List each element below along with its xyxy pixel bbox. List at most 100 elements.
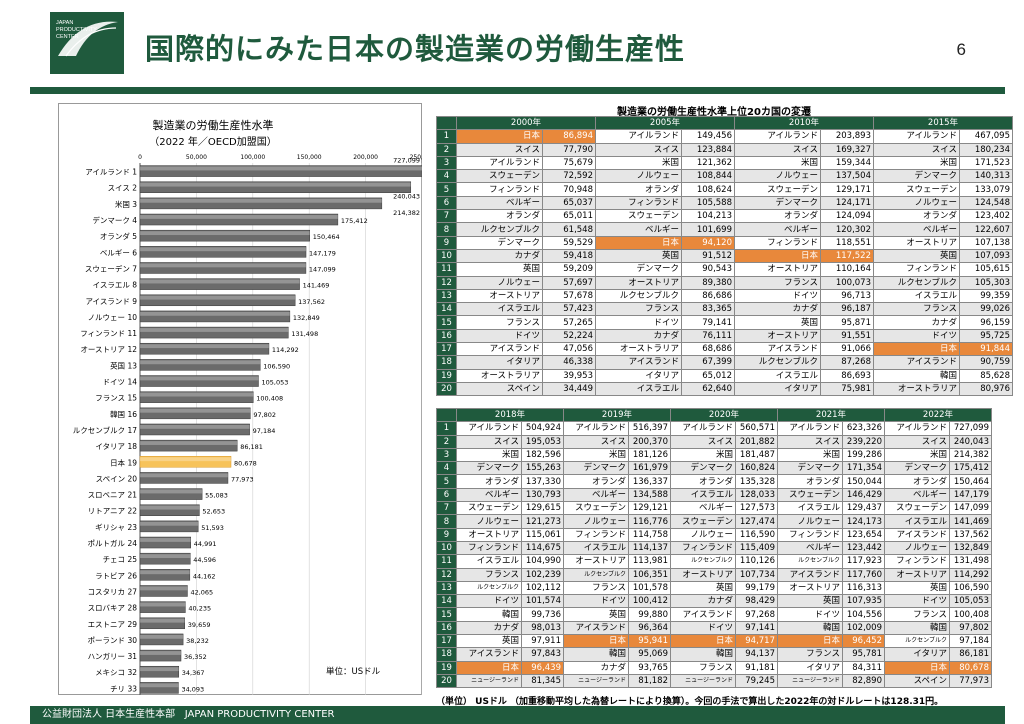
country-cell: 韓国 <box>884 620 950 636</box>
value-cell: 110,164 <box>820 262 874 277</box>
value-cell: 72,592 <box>542 169 596 184</box>
value-cell: 114,292 <box>949 567 992 582</box>
country-cell: オーストラリア <box>595 342 682 357</box>
rank-cell: 1 <box>436 129 457 144</box>
country-cell: 米国 <box>456 447 522 463</box>
value-cell: 115,409 <box>735 540 778 556</box>
value-cell: 95,069 <box>628 647 671 662</box>
bar <box>139 472 229 484</box>
country-cell: アイルランド <box>884 421 950 436</box>
bar <box>139 649 182 662</box>
bar <box>139 213 339 226</box>
value-cell: 107,093 <box>959 248 1013 264</box>
country-cell: ノルウェー <box>456 514 522 529</box>
value-cell: 150,044 <box>842 474 885 489</box>
value-cell: 129,437 <box>842 501 885 516</box>
country-cell: アイルランド <box>456 155 543 171</box>
country-cell: アイスランド <box>456 647 522 662</box>
value-cell: 99,026 <box>959 302 1013 317</box>
rank-cell: 12 <box>436 567 457 582</box>
value-cell: 39,953 <box>542 368 596 383</box>
country-cell: デンマーク <box>777 461 843 476</box>
bar-shine <box>140 344 269 349</box>
table-row: 3 アイルランド 75,679 米国 121,362 米国 159,344 米国 171,523 <box>436 155 1013 171</box>
bar <box>139 665 180 678</box>
value-cell: 95,941 <box>628 634 671 649</box>
value-cell: 91,066 <box>820 342 874 357</box>
country-cell: フィンランド <box>456 182 543 197</box>
value-cell: 87,268 <box>820 355 874 370</box>
bar-shine <box>140 634 184 639</box>
value-cell: 95,871 <box>820 315 874 330</box>
country-cell: スウェーデン <box>777 487 843 503</box>
value-label: 214,382 <box>393 209 420 217</box>
value-cell: 90,759 <box>959 355 1013 370</box>
value-cell: 117,760 <box>842 567 885 582</box>
value-cell: 70,948 <box>542 182 596 197</box>
bar-shine <box>140 441 238 445</box>
country-cell: ドイツ <box>595 315 682 330</box>
category-label: ギリシャ 23 <box>95 523 137 532</box>
country-cell: フランス <box>456 315 543 330</box>
country-cell: スイス <box>777 434 843 449</box>
bar <box>139 197 383 210</box>
value-cell: 116,776 <box>628 514 671 529</box>
value-cell: 118,551 <box>820 235 874 250</box>
value-label: 80,678 <box>234 459 257 467</box>
value-label: 727,099 <box>393 157 420 165</box>
country-cell: 米国 <box>670 447 736 463</box>
value-cell: 96,187 <box>820 302 874 317</box>
country-cell: アイスランド <box>734 342 821 357</box>
year-header: 2015年 <box>873 115 1013 131</box>
country-cell: スウェーデン <box>563 501 629 516</box>
bar <box>139 262 307 274</box>
country-cell: フランス <box>777 647 843 662</box>
country-cell: カナダ <box>670 594 736 609</box>
value-cell: 76,111 <box>681 328 735 344</box>
value-label: 175,412 <box>341 217 368 225</box>
bar <box>139 439 238 452</box>
bar <box>139 181 412 193</box>
country-cell: フィンランド <box>873 262 960 277</box>
rank-cell: 19 <box>436 660 457 675</box>
logo-line-3: CENTER <box>56 34 79 40</box>
rank-cell: 18 <box>436 355 457 370</box>
bar-shine <box>140 408 251 413</box>
bar-shine <box>140 473 228 478</box>
value-cell: 159,344 <box>820 155 874 171</box>
value-cell: 86,181 <box>949 647 992 662</box>
country-cell: デンマーク <box>734 195 821 211</box>
bar-shine <box>140 295 296 300</box>
page-title: 国際的にみた日本の製造業の労働生産性 <box>145 32 686 66</box>
value-cell: 100,408 <box>949 607 992 622</box>
country-cell: カナダ <box>595 328 682 344</box>
productivity-bar-chart: 製造業の労働生産性水準 （2022 年／OECD加盟国） 0 50,000 100,… <box>58 103 422 695</box>
country-cell: 米国 <box>563 447 629 463</box>
country-cell: 米国 <box>595 155 682 171</box>
value-label: 44,596 <box>193 556 216 564</box>
value-cell: 91,181 <box>735 660 778 675</box>
country-cell: オーストリア <box>777 580 843 596</box>
country-cell: オランダ <box>563 474 629 489</box>
country-cell: ベルギー <box>777 540 843 556</box>
value-label: 38,232 <box>186 637 209 645</box>
rank-cell: 4 <box>436 461 457 476</box>
bar <box>139 310 291 323</box>
value-cell: 97,911 <box>521 634 564 649</box>
value-cell: 101,578 <box>628 580 671 596</box>
bar-shine <box>140 521 199 526</box>
table-row: 1 日本 86,894 アイルランド 149,456 アイルランド 203,893 アイルラン… <box>436 129 1013 144</box>
header-divider <box>30 87 1005 94</box>
value-cell: 182,596 <box>521 447 564 463</box>
table-title: 製造業の労働生産性水準上位20カ国の変遷 <box>617 107 811 118</box>
value-label: 34,367 <box>182 669 205 677</box>
country-cell: 英国 <box>670 580 736 596</box>
value-label: 106,590 <box>263 362 290 370</box>
rank-cell: 13 <box>436 288 457 304</box>
value-cell: 117,923 <box>842 554 885 569</box>
country-cell: 英国 <box>873 248 960 264</box>
value-label: 97,184 <box>253 427 276 435</box>
category-label: フィンランド 11 <box>80 329 137 338</box>
country-cell: ノルウェー <box>456 275 543 290</box>
country-cell: フィンランド <box>456 540 522 556</box>
